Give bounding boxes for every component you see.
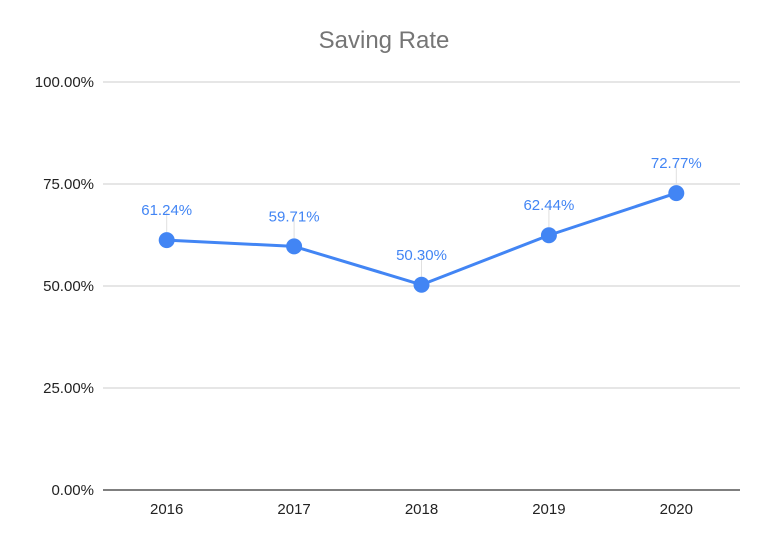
data-label: 62.44% — [523, 197, 574, 214]
data-label: 61.24% — [141, 202, 192, 219]
y-tick-label: 100.00% — [35, 74, 94, 91]
data-point — [413, 276, 430, 293]
y-tick-label: 75.00% — [43, 176, 94, 193]
data-label: 59.71% — [269, 208, 320, 225]
data-point — [668, 185, 685, 202]
x-tick-label: 2018 — [405, 501, 438, 518]
data-point — [540, 227, 557, 244]
x-tick-label: 2017 — [277, 501, 310, 518]
x-tick-label: 2020 — [660, 501, 693, 518]
data-point — [286, 238, 303, 255]
chart-title: Saving Rate — [319, 27, 450, 54]
y-tick-label: 50.00% — [43, 278, 94, 295]
data-label: 72.77% — [651, 155, 702, 172]
y-tick-label: 0.00% — [51, 482, 94, 499]
data-point — [158, 232, 175, 249]
data-label: 50.30% — [396, 247, 447, 264]
x-tick-label: 2016 — [150, 501, 183, 518]
y-tick-label: 25.00% — [43, 380, 94, 397]
x-tick-label: 2019 — [532, 501, 565, 518]
